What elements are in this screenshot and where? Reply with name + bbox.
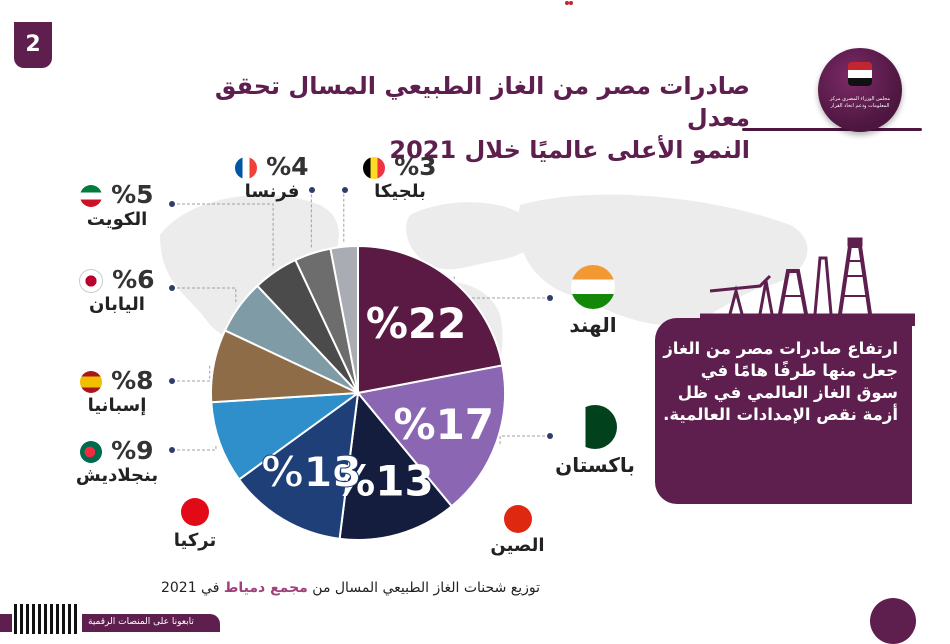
label-spain: %8 إسبانيا <box>62 366 172 416</box>
logo-underline <box>742 128 922 131</box>
belgium-flag-icon <box>363 157 386 179</box>
label-china: الصين <box>480 505 555 556</box>
leader-dot-belgium <box>342 187 348 193</box>
leader-line-belgium <box>343 189 345 243</box>
pie-value-label-pakistan: %17 <box>393 400 494 449</box>
spain-flag-icon <box>80 371 103 393</box>
info-text: ارتفاع صادرات مصر من الغاز جعل منها طرفً… <box>663 339 898 424</box>
pakistan-flag-icon <box>573 405 617 449</box>
pie-slice-india <box>357 244 504 395</box>
leader-dot-bangladesh <box>169 447 175 453</box>
caption-text: توزيع شحنات الغاز الطبيعي المسال من <box>312 580 540 596</box>
leader-line-pakistan <box>499 435 550 445</box>
country-name: الصين <box>490 535 545 556</box>
country-name: باكستان <box>555 453 635 477</box>
page-number-badge: 2 <box>14 22 52 68</box>
label-japan: %6 اليابان <box>62 265 172 315</box>
country-name: الهند <box>569 313 617 337</box>
pie-slice-bangladesh <box>210 391 362 481</box>
leader-dot-spain <box>169 378 175 384</box>
pie-slice-turkey <box>237 390 360 540</box>
follow-text: تابعونا على المنصات الرقمية <box>88 617 194 627</box>
leader-line-japan <box>172 287 237 305</box>
leader-dot-india <box>547 295 553 301</box>
percent-label: %5 <box>62 180 172 209</box>
country-name: تركيا <box>173 530 217 551</box>
bangladesh-flag-icon <box>80 441 103 463</box>
leader-line-bangladesh <box>172 444 217 451</box>
japan-flag-icon <box>79 269 104 293</box>
leader-dot-japan <box>169 285 175 291</box>
country-name: بنجلاديش <box>75 465 159 486</box>
pie-slice-pakistan <box>356 364 506 508</box>
qr-code-icon[interactable] <box>12 602 82 636</box>
percent-label: %8 <box>62 366 172 395</box>
page-title: صادرات مصر من الغاز الطبيعي المسال تحقق … <box>180 70 750 166</box>
leader-line-kuwait <box>172 203 274 269</box>
china-flag-icon <box>503 505 532 533</box>
chart-caption: توزيع شحنات الغاز الطبيعي المسال من مجمع… <box>100 580 540 596</box>
leader-line-spain <box>172 364 211 382</box>
kuwait-flag-icon <box>80 185 103 207</box>
country-name: الكويت <box>86 209 148 230</box>
pie-slice-belgium <box>329 244 359 394</box>
caption-year: في 2021 <box>160 580 220 596</box>
leader-dot-france <box>309 187 315 193</box>
egypt-emblem-icon <box>848 62 872 86</box>
india-flag-icon <box>571 265 615 309</box>
caption-highlight: مجمع دمياط <box>223 580 308 596</box>
label-france: %4 فرنسا <box>222 152 322 202</box>
label-kuwait: %5 الكويت <box>62 180 172 230</box>
france-flag-icon <box>235 157 258 179</box>
percent-label: %3 <box>350 152 450 181</box>
label-turkey: تركيا <box>160 498 230 551</box>
label-bangladesh: %9 بنجلاديش <box>62 436 172 486</box>
pie-value-label-china: %13 <box>333 457 434 506</box>
percent-label: %6 <box>62 265 172 294</box>
country-name: اليابان <box>89 294 145 315</box>
pie-value-label-india: %22 <box>366 299 467 348</box>
country-name: فرنسا <box>244 181 300 202</box>
title-line-1: صادرات مصر من الغاز الطبيعي المسال تحقق … <box>214 72 750 132</box>
leader-dot-kuwait <box>169 201 175 207</box>
leader-dot-pakistan <box>547 433 553 439</box>
logo-text: مجلس الوزراء المصري مركز المعلومات ودعم … <box>829 96 891 109</box>
turkey-flag-icon <box>181 498 209 526</box>
percent-label: %9 <box>62 436 172 465</box>
title-line-2: النمو الأعلى عالميًا خلال 2021 <box>389 136 750 164</box>
label-india: الهند <box>548 265 638 337</box>
label-pakistan: باكستان <box>545 405 645 477</box>
info-box <box>655 318 912 504</box>
country-name: إسبانيا <box>87 395 147 416</box>
top-dot-mark <box>565 1 573 5</box>
country-name: بلجيكا <box>374 181 426 202</box>
percent-label: %4 <box>222 152 322 181</box>
label-belgium: %3 بلجيكا <box>350 152 450 202</box>
corner-logo-icon <box>870 598 916 644</box>
pie-slice-china <box>338 390 454 541</box>
pie-value-label-turkey: %13 <box>261 447 362 496</box>
